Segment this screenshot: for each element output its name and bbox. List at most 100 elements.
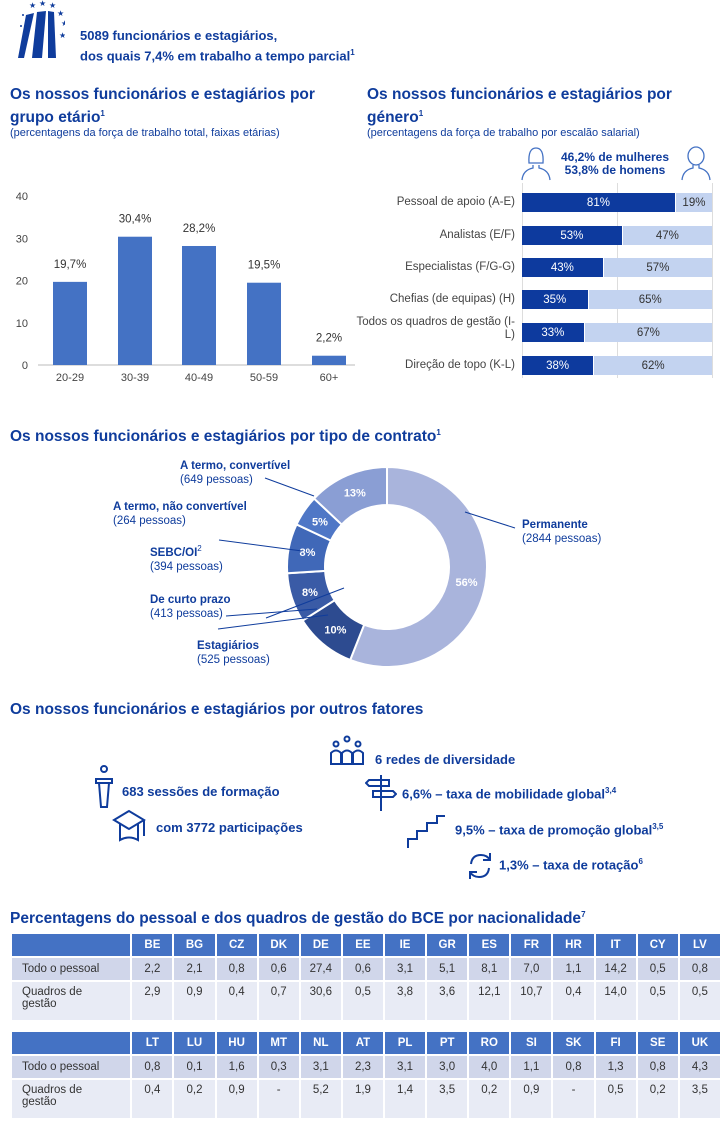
table-cell: 14,2 xyxy=(595,958,636,980)
table-row: Todo o pessoal 2,2 2,1 0,8 0,6 27,4 0,6 3,1 5,1 8… xyxy=(12,958,720,980)
gender-category-label: Especialistas (F/G-G) xyxy=(405,261,515,273)
x-tick-label: 40-49 xyxy=(185,372,213,384)
table-row: Todo o pessoal 0,8 0,1 1,6 0,3 3,1 2,3 3,1 3,0 4,… xyxy=(12,1056,720,1078)
slice-name: A termo, convertível xyxy=(180,460,291,472)
gender-stacked-bar: 43% 57% xyxy=(522,258,712,277)
y-tick-label: 10 xyxy=(16,318,28,330)
table-cell: 0,8 xyxy=(132,1056,173,1078)
woman-icon xyxy=(521,147,551,181)
country-header: BE xyxy=(132,934,173,956)
country-header: EE xyxy=(342,934,383,956)
y-tick-label: 20 xyxy=(16,276,28,288)
y-tick-label: 40 xyxy=(16,191,28,203)
country-header: PL xyxy=(385,1032,426,1054)
footnote-ref: 6 xyxy=(638,857,643,866)
row-label: Quadros de gestão xyxy=(12,982,131,1020)
table-cell: 0,2 xyxy=(174,1080,215,1118)
women-segment: 81% xyxy=(522,193,676,212)
women-segment: 35% xyxy=(522,290,589,309)
gender-title: Os nossos funcionários e estagiários por… xyxy=(367,86,672,127)
contract-slice-label: A termo, convertível (649 pessoas) xyxy=(180,459,290,487)
lectern-icon xyxy=(95,765,113,808)
men-segment: 65% xyxy=(588,290,712,309)
footnote-ref: 3,5 xyxy=(652,822,664,831)
svg-text:★: ★ xyxy=(59,31,65,40)
men-segment: 67% xyxy=(584,323,712,342)
bar-value-label: 30,4% xyxy=(119,214,152,226)
gender-category-label: Chefias (de equipas) (H) xyxy=(389,293,515,305)
footnote-ref: 1 xyxy=(436,428,441,437)
age-bar xyxy=(182,245,216,365)
table-cell: 1,1 xyxy=(511,1056,552,1078)
man-icon xyxy=(681,146,711,181)
gender-category-label: Direção de topo (K-L) xyxy=(405,359,515,371)
women-segment: 38% xyxy=(522,356,595,375)
table-cell: 1,4 xyxy=(385,1080,426,1118)
country-header: IE xyxy=(385,934,426,956)
table-cell: 0,9 xyxy=(216,1080,257,1118)
footnote-ref: 1 xyxy=(418,109,424,118)
slice-count: (649 pessoas) xyxy=(180,474,253,486)
nationality-title-text: Percentagens do pessoal e dos quadros de… xyxy=(10,910,582,928)
age-bar xyxy=(247,282,281,365)
country-header: RO xyxy=(469,1032,510,1054)
table-cell: 0,5 xyxy=(342,982,383,1020)
table-cell: 0,4 xyxy=(132,1080,173,1118)
x-tick-label: 50-59 xyxy=(250,372,278,384)
men-segment: 19% xyxy=(675,193,712,212)
table-cell: 3,1 xyxy=(385,1056,426,1078)
leader-line xyxy=(464,511,516,529)
table-cell: 3,6 xyxy=(427,982,468,1020)
footnote-ref: 7 xyxy=(581,910,586,919)
svg-text:★: ★ xyxy=(39,0,46,8)
gender-stacked-bar: 33% 67% xyxy=(522,323,712,342)
country-header: HU xyxy=(216,1032,257,1054)
bar-value-label: 28,2% xyxy=(183,223,216,235)
country-header: SK xyxy=(553,1032,594,1054)
table-cell: 0,2 xyxy=(637,1080,678,1118)
table-cell: 0,6 xyxy=(258,958,299,980)
leader-line xyxy=(225,608,318,617)
slice-name: Permanente xyxy=(522,519,588,531)
contract-slice-label: SEBC/OI2 (394 pessoas) xyxy=(150,542,223,574)
bar-value-label: 19,5% xyxy=(248,260,281,272)
slice-count: (264 pessoas) xyxy=(113,515,186,527)
corner-cell xyxy=(12,934,131,956)
table-cell: 8,1 xyxy=(469,958,510,980)
table-cell: 0,7 xyxy=(258,982,299,1020)
footnote-ref: 1 xyxy=(100,109,105,118)
country-header: BG xyxy=(174,934,215,956)
country-header: FR xyxy=(511,934,552,956)
slice-percent-label: 10% xyxy=(324,624,346,636)
women-total: 46,2% de mulheres xyxy=(560,150,670,164)
nationality-title: Percentagens do pessoal e dos quadros de… xyxy=(10,905,586,928)
age-bar xyxy=(118,236,152,365)
slice-count: (394 pessoas) xyxy=(150,560,223,573)
contract-slice-label: Estagiários (525 pessoas) xyxy=(197,639,270,667)
graduation-cap-icon xyxy=(112,809,146,842)
signpost-icon xyxy=(365,775,397,811)
table-cell: 1,1 xyxy=(553,958,594,980)
contract-slice-label: Permanente (2844 pessoas) xyxy=(522,518,601,546)
table-cell: 0,8 xyxy=(216,958,257,980)
stairs-icon xyxy=(407,815,445,848)
corner-cell xyxy=(12,1032,131,1054)
footnote-ref: 3,4 xyxy=(605,786,617,795)
table-row: Quadros de gestão 2,9 0,9 0,4 0,7 30,6 0,5 3,8 3… xyxy=(12,982,720,1020)
country-header: NL xyxy=(300,1032,341,1054)
ecb-logo-icon: ★ ★ ★★★★ xyxy=(18,0,65,58)
footnote-ref: 2 xyxy=(197,544,202,553)
gender-category-label: Analistas (E/F) xyxy=(439,229,515,241)
gender-totals: 46,2% de mulheres 53,8% de homens xyxy=(555,151,675,177)
y-tick-label: 0 xyxy=(22,360,28,372)
country-header: FI xyxy=(595,1032,636,1054)
table-cell: 4,3 xyxy=(679,1056,720,1078)
age-bar xyxy=(53,281,87,365)
training-participations: com 3772 participações xyxy=(156,820,303,835)
country-header: ES xyxy=(469,934,510,956)
rotation-rate: 1,3% – taxa de rotação xyxy=(499,857,639,873)
donut-slice xyxy=(348,465,488,668)
slice-name: A termo, não convertível xyxy=(113,501,247,513)
country-header: CZ xyxy=(216,934,257,956)
leader-line xyxy=(265,587,345,619)
